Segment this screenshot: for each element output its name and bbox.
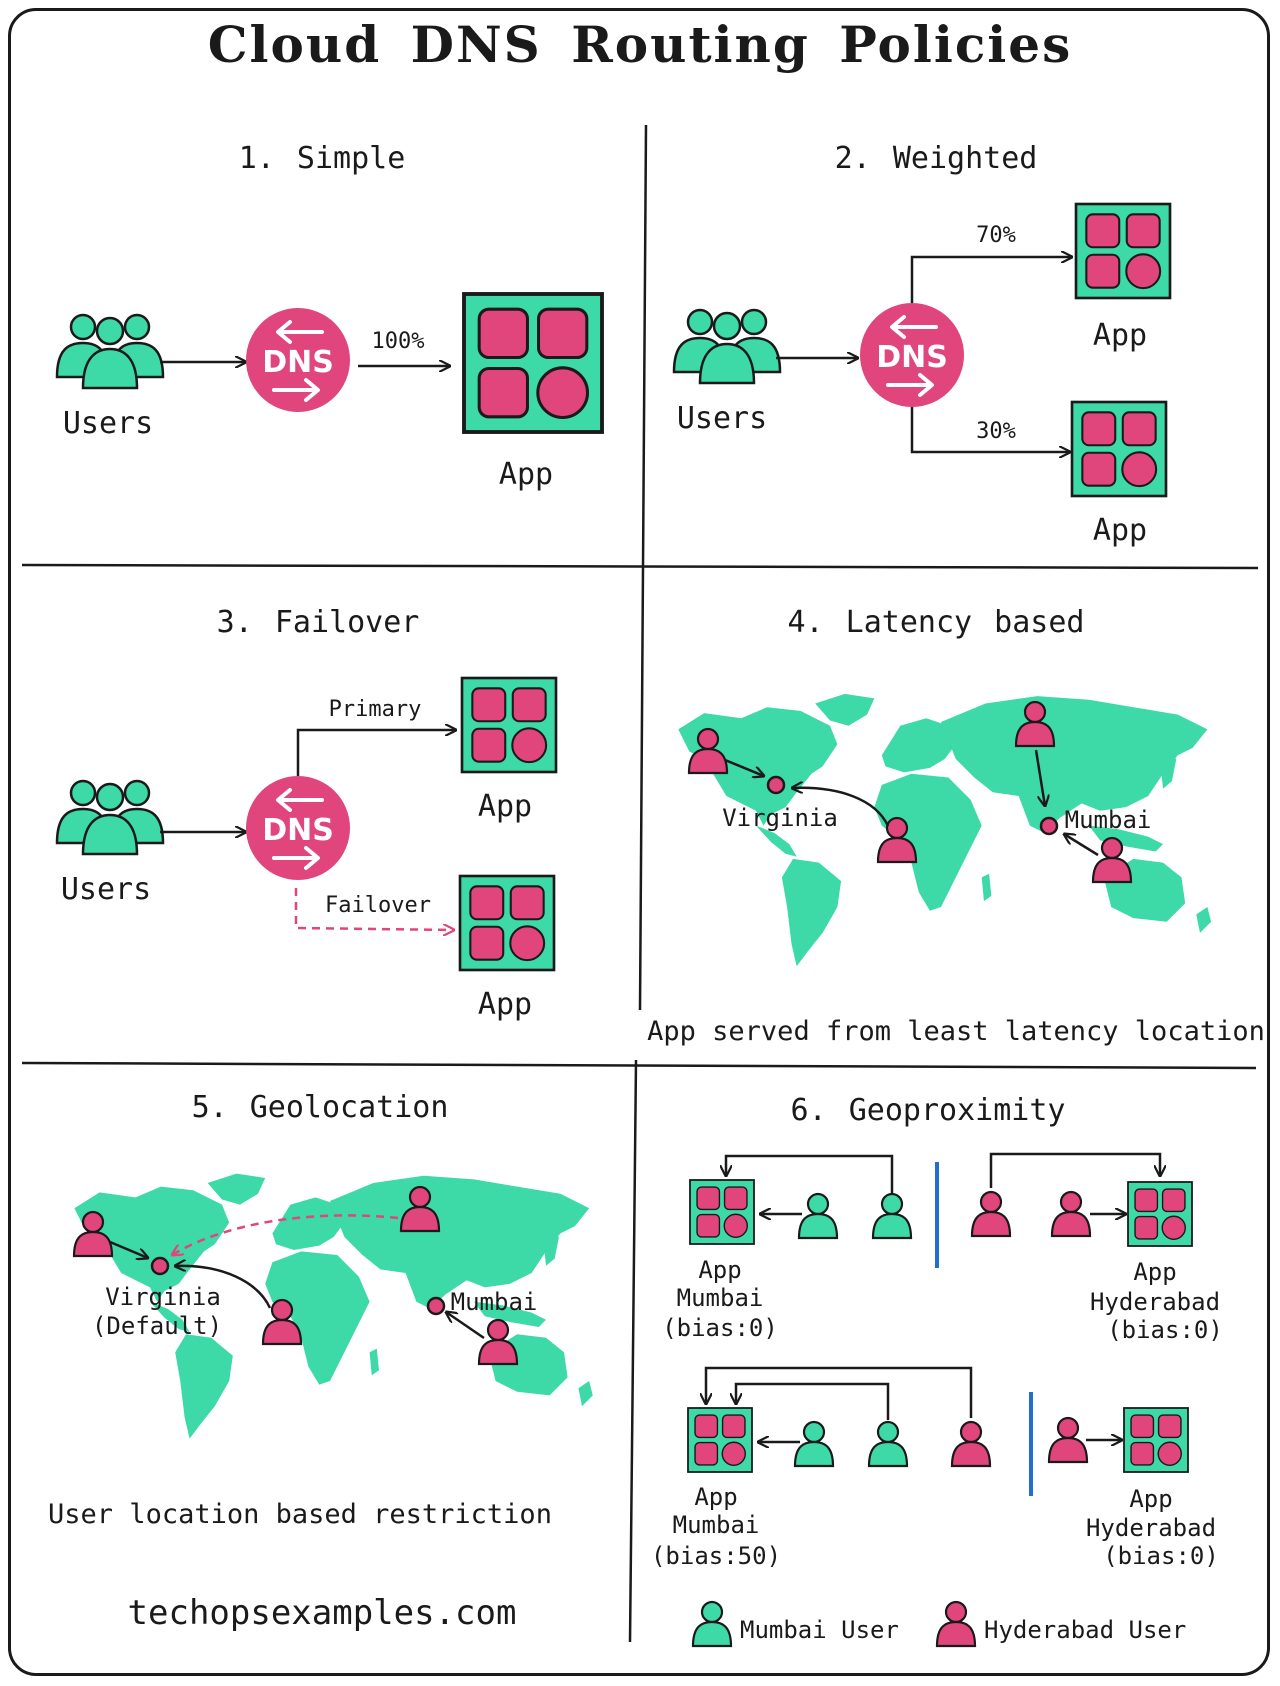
app-top-label: App bbox=[1093, 318, 1147, 353]
divider-horizontal-1 bbox=[21, 563, 1259, 570]
latency-arrow bbox=[1034, 749, 1045, 806]
failover-label: Failover bbox=[325, 893, 431, 918]
user-icon-mumbai bbox=[797, 1192, 839, 1240]
location-dot-icon bbox=[150, 1256, 170, 1276]
weight-label: 100% bbox=[372, 329, 425, 354]
section-failover: 3. Failover Users DNS Primary App Failov… bbox=[55, 605, 558, 1022]
app-failover-label: App bbox=[478, 987, 532, 1022]
weight-top-label: 70% bbox=[976, 223, 1016, 248]
app-mumbai-label: App bbox=[698, 1256, 741, 1284]
geolocation-arrow bbox=[175, 1266, 272, 1309]
dns-to-app-bottom-arrow bbox=[910, 407, 1070, 452]
section-latency: 4. Latency based Virginia Mumbai App ser… bbox=[647, 605, 1265, 1047]
dns-to-app-top-arrow bbox=[910, 257, 1072, 303]
weight-bottom-label: 30% bbox=[976, 419, 1016, 444]
section-geoproximity: 6. Geoproximity App Mumbai (bias:0) App … bbox=[651, 1093, 1223, 1648]
section-title-failover: 3. Failover bbox=[217, 605, 420, 640]
primary-route-arrow bbox=[296, 730, 456, 776]
user-icon-hyderabad bbox=[1050, 1190, 1092, 1238]
section-title-weighted: 2. Weighted bbox=[835, 141, 1038, 176]
route-arrow bbox=[706, 1366, 973, 1418]
app-grid-icon-mumbai bbox=[687, 1407, 753, 1473]
app-mumbai-bias: (bias:50) bbox=[651, 1542, 781, 1570]
user-icon-hyderabad bbox=[950, 1420, 992, 1468]
app-bottom-label: App bbox=[1093, 513, 1147, 548]
latency-caption: App served from least latency location bbox=[647, 1016, 1265, 1047]
users-group-icon bbox=[55, 779, 165, 856]
app-grid-icon bbox=[462, 292, 604, 434]
app-grid-icon-bottom bbox=[1070, 400, 1168, 498]
primary-label: Primary bbox=[329, 697, 422, 722]
location-default: (Default) bbox=[92, 1312, 222, 1340]
geolocation-caption: User location based restriction bbox=[48, 1499, 552, 1530]
location-mumbai: Mumbai bbox=[451, 1288, 538, 1316]
location-dot-icon bbox=[426, 1296, 446, 1316]
failover-route-arrow bbox=[294, 888, 454, 930]
latency-arrow bbox=[1064, 834, 1099, 857]
app-hyderabad-label: App bbox=[1129, 1485, 1172, 1513]
geolocation-arrow bbox=[446, 1312, 485, 1340]
section-title-latency: 4. Latency based bbox=[788, 605, 1085, 640]
app-label: App bbox=[499, 457, 553, 492]
app-hyderabad-name: Hyderabad bbox=[1086, 1514, 1216, 1542]
app-mumbai-bias: (bias:0) bbox=[662, 1314, 778, 1342]
users-label: Users bbox=[61, 872, 151, 907]
app-mumbai-name: Mumbai bbox=[677, 1284, 764, 1312]
section-title-geolocation: 5. Geolocation bbox=[192, 1090, 449, 1125]
app-primary-label: App bbox=[478, 789, 532, 824]
app-grid-icon-hyderabad bbox=[1127, 1181, 1193, 1247]
footer-brand: techopsexamples.com bbox=[128, 1593, 517, 1633]
user-icon-mumbai bbox=[871, 1192, 913, 1240]
app-mumbai-name: Mumbai bbox=[673, 1511, 760, 1539]
legend-hyderabad-label: Hyderabad User bbox=[984, 1616, 1186, 1644]
dns-label: DNS bbox=[262, 345, 334, 380]
latency-arrow bbox=[792, 788, 890, 827]
location-dot-icon bbox=[1039, 816, 1059, 836]
app-hyderabad-bias: (bias:0) bbox=[1103, 1542, 1219, 1570]
route-arrow bbox=[736, 1382, 890, 1420]
location-virginia: Virginia bbox=[105, 1283, 221, 1311]
users-group-icon bbox=[55, 313, 165, 390]
app-grid-icon-primary bbox=[460, 676, 558, 774]
legend-mumbai-icon bbox=[691, 1600, 733, 1648]
users-label: Users bbox=[63, 406, 153, 441]
section-title-geoproximity: 6. Geoproximity bbox=[791, 1093, 1066, 1128]
users-group-icon bbox=[672, 308, 782, 385]
user-icon-hyderabad bbox=[1047, 1416, 1089, 1464]
route-arrow bbox=[989, 1152, 1160, 1188]
page-title: Cloud DNS Routing Policies bbox=[208, 15, 1073, 74]
section-weighted: 2. Weighted Users DNS 70% App 30% App bbox=[672, 141, 1172, 548]
divider-horizontal-2 bbox=[21, 1061, 1257, 1070]
location-virginia: Virginia bbox=[722, 804, 838, 832]
location-dot-icon bbox=[766, 775, 786, 795]
geolocation-arrow bbox=[109, 1240, 148, 1258]
route-arrow bbox=[726, 1154, 894, 1212]
legend-mumbai-label: Mumbai User bbox=[740, 1616, 899, 1644]
dns-label: DNS bbox=[262, 813, 334, 848]
user-icon-mumbai bbox=[793, 1420, 835, 1468]
section-simple: 1. Simple Users DNS 100% App bbox=[55, 141, 604, 492]
legend-hyderabad-icon bbox=[935, 1600, 977, 1648]
location-mumbai: Mumbai bbox=[1065, 806, 1152, 834]
app-hyderabad-bias: (bias:0) bbox=[1107, 1316, 1223, 1344]
app-grid-icon-mumbai bbox=[689, 1179, 755, 1245]
users-label: Users bbox=[677, 401, 767, 436]
app-hyderabad-name: Hyderabad bbox=[1090, 1288, 1220, 1316]
user-icon-mumbai bbox=[867, 1420, 909, 1468]
app-grid-icon-failover bbox=[458, 874, 556, 972]
geolocation-redirect-arrow bbox=[172, 1214, 399, 1255]
section-title-simple: 1. Simple bbox=[239, 141, 406, 176]
app-hyderabad-label: App bbox=[1133, 1258, 1176, 1286]
latency-arrow bbox=[724, 758, 764, 776]
user-icon-hyderabad bbox=[970, 1190, 1012, 1238]
dns-label: DNS bbox=[876, 340, 948, 375]
divider-vertical-bottom bbox=[628, 1059, 638, 1643]
app-grid-icon-hyderabad bbox=[1123, 1407, 1189, 1473]
app-grid-icon-top bbox=[1074, 202, 1172, 300]
section-geolocation: 5. Geolocation Virginia (Default) Mumbai… bbox=[48, 1090, 593, 1530]
app-mumbai-label: App bbox=[694, 1483, 737, 1511]
